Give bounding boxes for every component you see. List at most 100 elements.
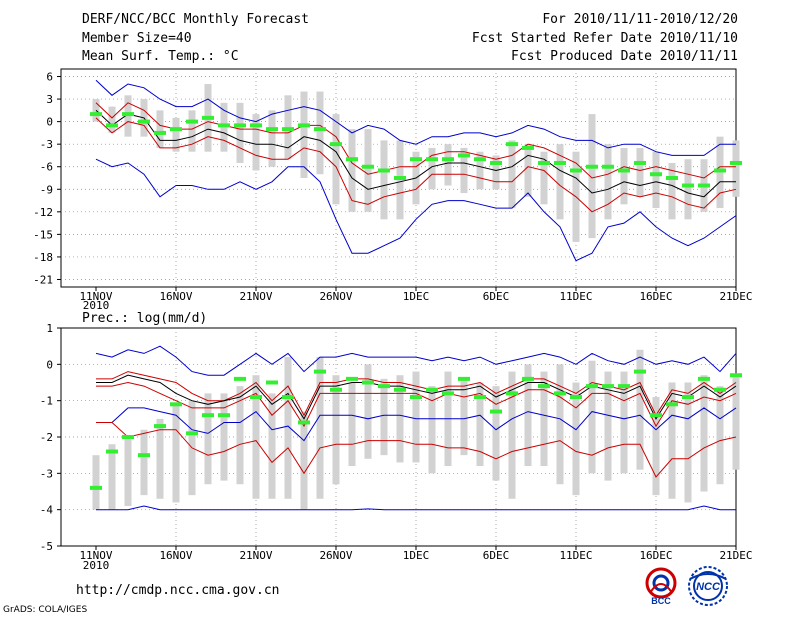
precipitation-ytick-label: -5 (40, 540, 53, 553)
temperature-median-marker (186, 119, 198, 124)
precipitation-median-marker (346, 376, 358, 381)
precipitation-median-marker (554, 391, 566, 396)
precipitation-median-marker (266, 380, 278, 385)
precipitation-box (668, 382, 676, 499)
precipitation-median-marker (426, 387, 438, 392)
precipitation-median-marker (170, 402, 182, 407)
temperature-median-marker (698, 183, 710, 188)
ncc-logo: NCC (688, 566, 728, 606)
temperature-xtick-label: 1DEC (403, 290, 430, 303)
precipitation-box (220, 393, 228, 481)
temperature-median-marker (234, 123, 246, 128)
precipitation-median-marker (602, 384, 614, 389)
temperature-median-marker (122, 112, 134, 117)
precipitation-median-marker (570, 395, 582, 400)
precipitation-floor-line (96, 505, 736, 511)
precipitation-xtick-label: 11NOV (79, 549, 112, 562)
temperature-box (460, 147, 468, 194)
precipitation-median-marker (154, 424, 166, 429)
temperature-median-marker (394, 176, 406, 180)
precipitation-ytick-label: -3 (40, 467, 53, 480)
grads-credit: GrADS: COLA/IGES (3, 605, 88, 615)
precipitation-box (300, 411, 308, 510)
precipitation-xtick-label: 11DEC (559, 549, 592, 562)
precipitation-ytick-label: -1 (40, 395, 53, 408)
precipitation-median-marker (90, 485, 102, 490)
temperature-median-marker (138, 119, 150, 124)
precipitation-median-marker (682, 395, 694, 400)
temperature-box (620, 147, 628, 205)
precipitation-max-line (95, 345, 737, 376)
precipitation-median-marker (666, 402, 678, 407)
temperature-median-marker (170, 127, 182, 132)
temperature-ytick-label: -9 (40, 183, 53, 196)
temperature-median-marker (346, 157, 358, 162)
precipitation-box (588, 360, 596, 474)
precipitation-box (732, 375, 740, 470)
precipitation-xtick-label: 21NOV (239, 549, 272, 562)
precipitation-median-marker (106, 449, 118, 454)
temperature-median-marker (650, 172, 662, 177)
temperature-xtick-label: 16DEC (639, 290, 672, 303)
precipitation-axis-label: Prec.: log(mm/d) (82, 311, 207, 326)
temperature-xtick-label: 11DEC (559, 290, 592, 303)
temperature-ytick-label: 6 (46, 71, 53, 84)
precipitation-median-marker (618, 384, 630, 389)
temperature-median-marker (682, 183, 694, 188)
ncc-logo-text: NCC (696, 581, 721, 593)
chart-title: DERF/NCC/BCC Monthly Forecast (82, 12, 309, 27)
temperature-median-marker (442, 157, 454, 162)
temperature-median-marker (154, 130, 166, 135)
precipitation-box (460, 378, 468, 456)
precipitation-box (172, 404, 180, 503)
precipitation-lower-quartile-line (96, 381, 737, 428)
precipitation-box (556, 364, 564, 485)
temperature-ytick-label: -15 (33, 228, 53, 241)
temperature-box (668, 162, 676, 220)
precipitation-median-marker (394, 387, 406, 392)
temperature-ytick-label: -18 (33, 251, 53, 264)
temperature-box (268, 110, 276, 167)
bcc-logo: BCC (645, 567, 677, 606)
temperature-median-marker (298, 123, 310, 128)
temperature-median-marker (410, 157, 422, 162)
source-url[interactable]: http://cmdp.ncc.cma.gov.cn (76, 583, 280, 598)
temperature-median-marker (458, 153, 470, 158)
precipitation-ytick-label: 1 (46, 322, 53, 335)
precipitation-median-marker (522, 376, 534, 381)
precipitation-box (236, 386, 244, 485)
precipitation-xtick-label: 6DEC (483, 549, 510, 562)
precipitation-box (636, 349, 644, 470)
temperature-median-marker (314, 127, 326, 132)
temperature-xtick-label: 21NOV (239, 290, 272, 303)
precipitation-box (572, 382, 580, 496)
precipitation-box (492, 386, 500, 481)
temperature-median-marker (538, 160, 550, 165)
temperature-median-marker (586, 164, 598, 169)
precipitation-year-label: 2010 (83, 559, 110, 572)
precipitation-box (108, 444, 116, 510)
temperature-box (588, 114, 596, 239)
precipitation-median-marker (362, 380, 374, 385)
precipitation-xtick-label: 21DEC (719, 549, 752, 562)
temperature-median-marker (506, 142, 518, 147)
temperature-box (636, 147, 644, 197)
temperature-box (476, 151, 484, 190)
precipitation-ytick-label: -4 (40, 504, 54, 517)
temperature-box (732, 140, 740, 197)
precipitation-median-marker (442, 391, 454, 396)
precipitation-box (92, 455, 100, 510)
precipitation-xtick-label: 1DEC (403, 549, 430, 562)
precipitation-median-marker (490, 409, 502, 414)
temperature-xtick-label: 16NOV (159, 290, 192, 303)
temperature-ytick-label: 0 (46, 116, 53, 129)
precipitation-xtick-label: 26NOV (319, 549, 352, 562)
bcc-logo-text: BCC (651, 596, 671, 606)
temperature-median-marker (490, 160, 502, 165)
temperature-box (508, 140, 516, 209)
precipitation-median-marker (698, 376, 710, 381)
temperature-ytick-label: -6 (40, 161, 53, 174)
precipitation-box (364, 364, 372, 459)
temperature-min-line (95, 158, 737, 262)
precipitation-median-marker (298, 420, 310, 425)
